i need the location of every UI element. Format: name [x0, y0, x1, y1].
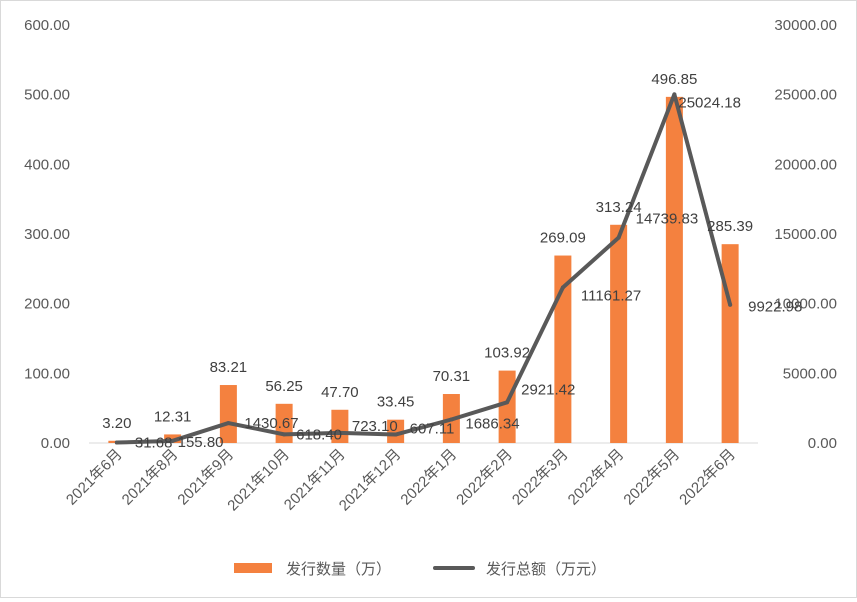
line-data-label: 723.10 — [352, 418, 398, 435]
y-right-tick-label: 0.00 — [808, 435, 837, 452]
line-point — [393, 432, 398, 437]
x-tick-label: 2022年2月 — [453, 446, 516, 509]
line-point — [449, 417, 454, 422]
y-left-tick-label: 600.00 — [24, 17, 70, 34]
y-left-tick-label: 400.00 — [24, 156, 70, 173]
line-data-label: 1430.67 — [244, 415, 298, 432]
x-tick-label: 2022年3月 — [509, 446, 572, 509]
line-data-label: 9922.98 — [748, 299, 802, 316]
line-point — [282, 432, 287, 437]
bar-data-label: 83.21 — [210, 359, 248, 376]
bar — [610, 224, 628, 443]
bar — [554, 255, 572, 443]
x-tick-label: 2022年1月 — [397, 446, 460, 509]
line-point — [616, 235, 621, 240]
y-left-tick-label: 300.00 — [24, 226, 70, 243]
bar — [498, 370, 516, 443]
legend-label-bars: 发行数量（万） — [286, 561, 391, 578]
y-right-tick-label: 15000.00 — [774, 226, 837, 243]
line-point — [505, 400, 510, 405]
y-left-tick-label: 0.00 — [41, 435, 70, 452]
line-data-label: 11161.27 — [581, 287, 641, 304]
y-right-tick-label: 10000.00 — [774, 296, 837, 313]
line-data-label: 14739.83 — [636, 211, 699, 228]
line-point — [337, 430, 342, 435]
bar-data-label: 103.92 — [484, 345, 530, 362]
bar — [721, 244, 739, 443]
bar — [164, 434, 182, 443]
legend-swatch-bars — [234, 563, 272, 573]
bar-data-label: 285.39 — [707, 218, 753, 235]
bar-data-label: 56.25 — [265, 378, 303, 395]
line-data-label: 607.11 — [410, 421, 455, 438]
bar-data-label: 47.70 — [321, 384, 359, 401]
line-series — [114, 92, 733, 445]
line-data-label: 2921.42 — [521, 381, 575, 398]
line-data-label: 618.40 — [296, 426, 342, 443]
bar-data-label: 12.31 — [154, 408, 192, 425]
line-point — [170, 438, 175, 443]
bar — [665, 96, 683, 443]
line-point — [114, 440, 119, 445]
bar — [219, 385, 237, 443]
bar — [387, 419, 405, 443]
y-right-tick-label: 20000.00 — [774, 156, 837, 173]
line-point — [672, 92, 677, 97]
x-tick-label: 2021年6月 — [63, 446, 126, 509]
bar-data-label: 33.45 — [377, 394, 415, 411]
x-tick-label: 2022年6月 — [676, 446, 739, 509]
y-left-tick-label: 200.00 — [24, 296, 70, 313]
y-right-tick-label: 5000.00 — [783, 365, 837, 382]
bar-data-label: 269.09 — [540, 230, 586, 247]
line-data-label: 25024.18 — [678, 94, 741, 111]
x-tick-label: 2022年4月 — [565, 446, 628, 509]
bar-data-label: 3.20 — [102, 415, 131, 432]
legend-label-line: 发行总额（万元） — [486, 561, 606, 578]
bar-data-label: 70.31 — [433, 368, 471, 385]
line-point — [226, 421, 231, 426]
line-data-label: 1686.34 — [465, 416, 519, 433]
line-data-label: 31.68 — [135, 435, 173, 452]
bar-data-label: 496.85 — [651, 71, 697, 88]
line-data-label: 155.80 — [178, 434, 224, 451]
y-left-tick-label: 500.00 — [24, 87, 70, 104]
x-tick-label: 2022年5月 — [620, 446, 683, 509]
line-point — [560, 285, 565, 290]
y-right-tick-label: 25000.00 — [774, 87, 837, 104]
line-point — [728, 302, 733, 307]
bar-data-label: 313.24 — [596, 199, 642, 216]
x-tick-label: 2021年8月 — [119, 446, 182, 509]
y-left-tick-label: 100.00 — [24, 365, 70, 382]
y-right-tick-label: 30000.00 — [774, 17, 837, 34]
